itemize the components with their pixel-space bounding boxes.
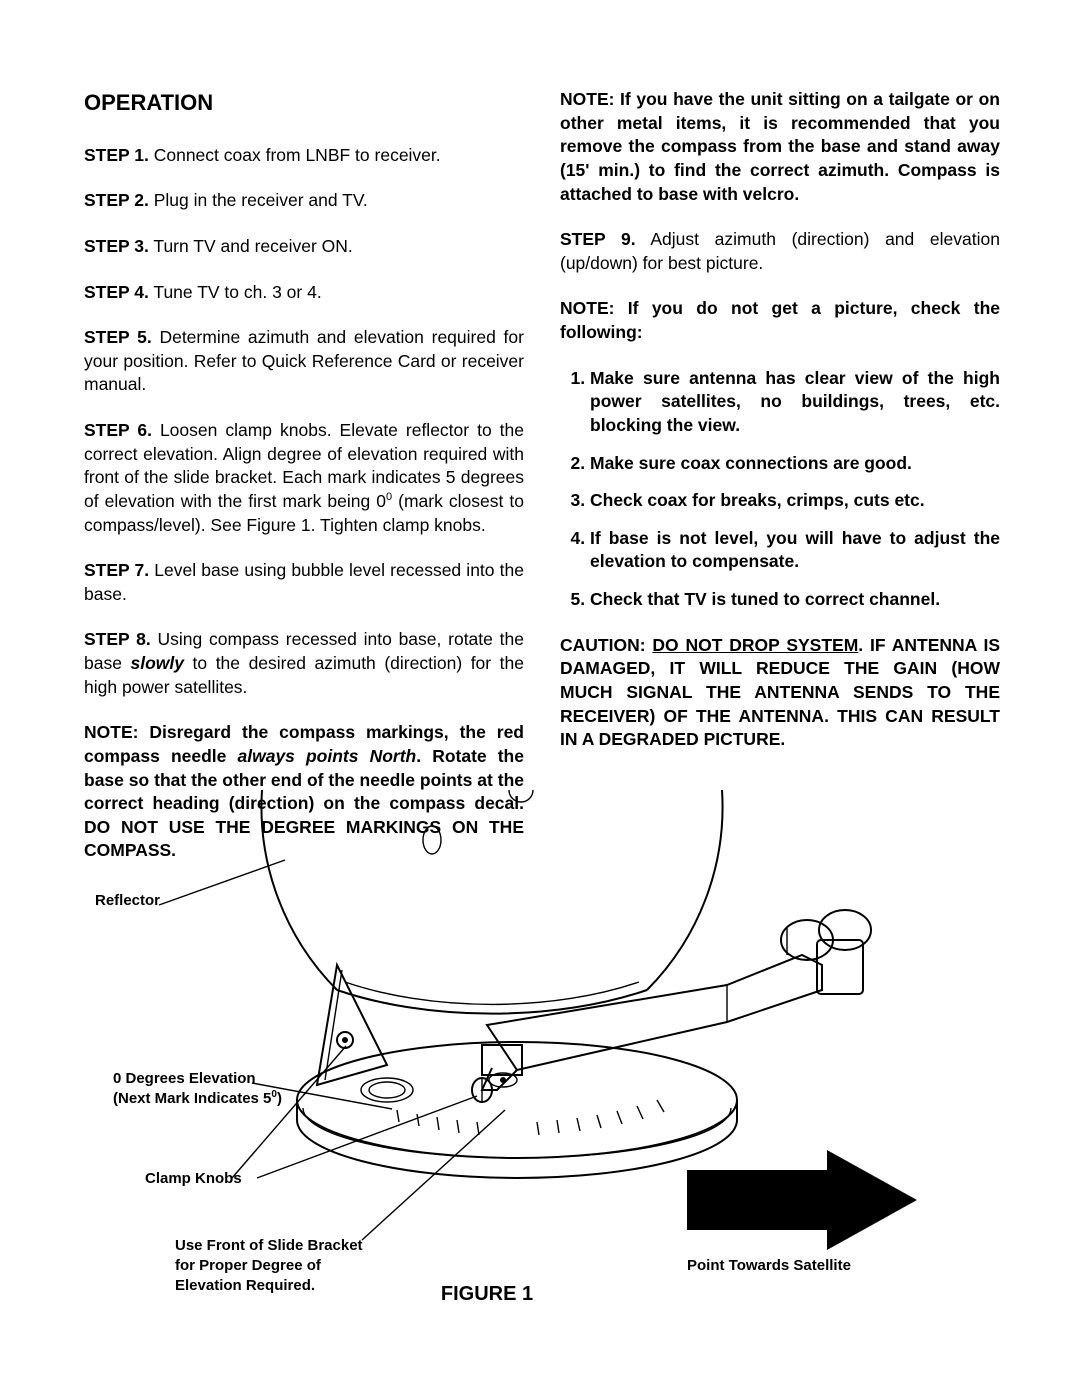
step-5: STEP 5. Determine azimuth and elevation … — [84, 326, 524, 397]
step-9: STEP 9. Adjust azimuth (direction) and e… — [560, 228, 1000, 275]
figure-1: Reflector 0 Degrees Elevation (Next Mark… — [84, 790, 1010, 1350]
troubleshoot-list: Make sure antenna has clear view of the … — [560, 367, 1000, 612]
label-slide-b: for Proper Degree of — [175, 1257, 322, 1274]
document-page: OPERATION STEP 1. Connect coax from LNBF… — [0, 0, 1080, 1397]
step-8: STEP 8. Using compass recessed into base… — [84, 628, 524, 699]
figure-caption: FIGURE 1 — [441, 1283, 533, 1305]
trouble-item: Check coax for breaks, crimps, cuts etc. — [590, 489, 1000, 513]
step-6: STEP 6. Loosen clamp knobs. Elevate refl… — [84, 419, 524, 537]
label-reflector: Reflector — [95, 892, 160, 909]
caution: CAUTION: DO NOT DROP SYSTEM. IF ANTENNA … — [560, 634, 1000, 752]
step-4: STEP 4. Tune TV to ch. 3 or 4. — [84, 281, 524, 305]
label-point-satellite: Point Towards Satellite — [687, 1257, 851, 1274]
step-1: STEP 1. Connect coax from LNBF to receiv… — [84, 144, 524, 168]
left-column: OPERATION STEP 1. Connect coax from LNBF… — [84, 88, 524, 885]
label-clamp-knobs: Clamp Knobs — [145, 1170, 242, 1187]
step-2: STEP 2. Plug in the receiver and TV. — [84, 189, 524, 213]
note-no-picture: NOTE: If you do not get a picture, check… — [560, 297, 1000, 344]
label-zero-deg-a: 0 Degrees Elevation — [113, 1070, 256, 1087]
label-zero-deg-b: (Next Mark Indicates 50) — [113, 1089, 282, 1107]
antenna-diagram: Reflector 0 Degrees Elevation (Next Mark… — [84, 790, 1010, 1350]
trouble-item: If base is not level, you will have to a… — [590, 527, 1000, 574]
label-slide-a: Use Front of Slide Bracket — [175, 1237, 363, 1254]
label-slide-c: Elevation Required. — [175, 1277, 315, 1294]
trouble-item: Make sure coax connections are good. — [590, 452, 1000, 476]
step-3: STEP 3. Turn TV and receiver ON. — [84, 235, 524, 259]
note-tailgate: NOTE: If you have the unit sitting on a … — [560, 88, 1000, 206]
trouble-item: Make sure antenna has clear view of the … — [590, 367, 1000, 438]
right-column: NOTE: If you have the unit sitting on a … — [560, 88, 1000, 885]
page-title: OPERATION — [84, 88, 524, 118]
step-7: STEP 7. Level base using bubble level re… — [84, 559, 524, 606]
trouble-item: Check that TV is tuned to correct channe… — [590, 588, 1000, 612]
two-column-layout: OPERATION STEP 1. Connect coax from LNBF… — [84, 88, 1000, 885]
